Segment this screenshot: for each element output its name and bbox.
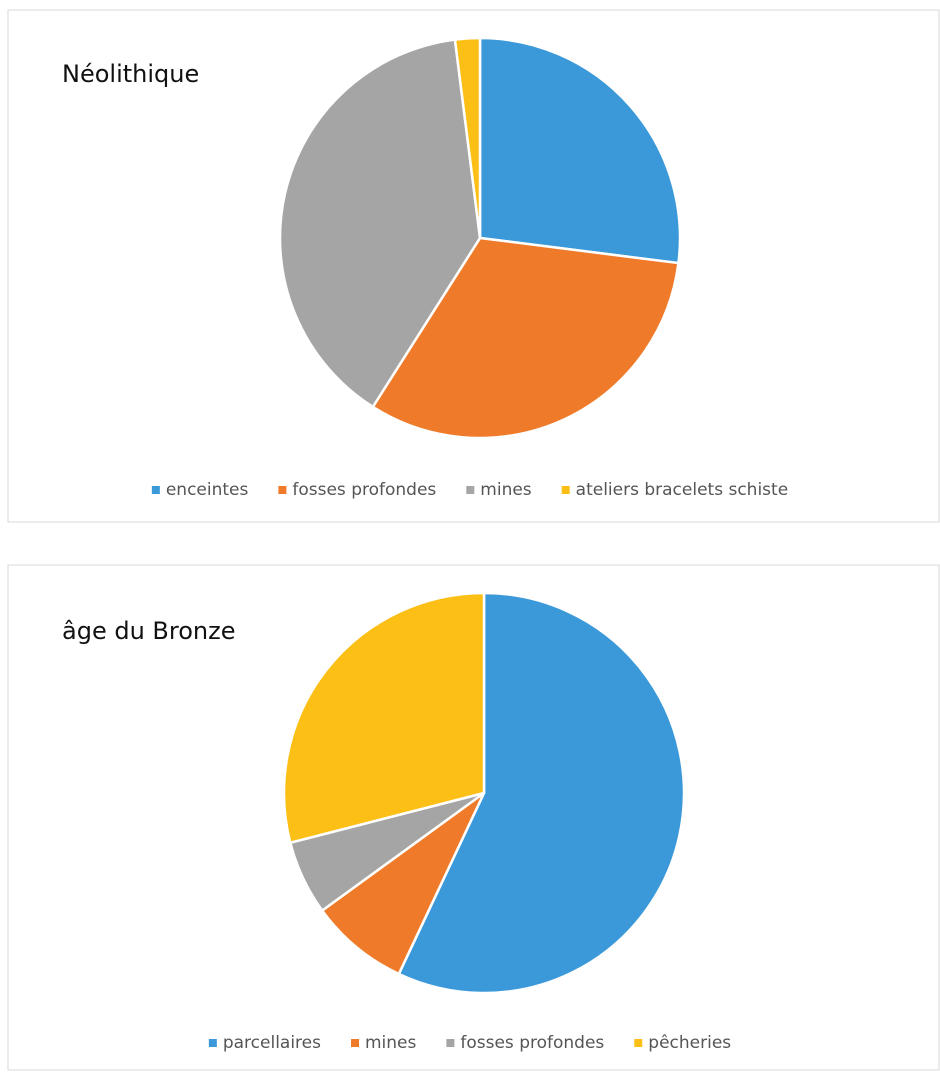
- pie-slice: [278, 38, 482, 409]
- chart-title: âge du Bronze: [62, 617, 235, 645]
- legend-label: ateliers bracelets schiste: [576, 480, 789, 500]
- legend-swatch: [446, 1039, 455, 1047]
- legend-label: pêcheries: [648, 1033, 731, 1053]
- legend-label: fosses profondes: [460, 1033, 604, 1053]
- legend-label: enceintes: [166, 480, 249, 500]
- legend-label: fosses profondes: [292, 480, 436, 500]
- legend-label: parcellaires: [223, 1033, 321, 1053]
- legend-swatch: [466, 486, 475, 494]
- pie-slice: [320, 791, 486, 976]
- legend-swatch: [634, 1039, 643, 1047]
- legend-swatch: [278, 486, 287, 494]
- legend-swatch: [208, 1039, 217, 1047]
- legend-swatch: [561, 486, 570, 494]
- legend-label: mines: [365, 1033, 417, 1053]
- legend-swatch: [351, 1039, 360, 1047]
- pie-slice: [478, 36, 682, 265]
- chart-title: Néolithique: [62, 60, 199, 88]
- legend-label: mines: [480, 480, 532, 500]
- pie-slice: [397, 591, 686, 995]
- pie-slice: [453, 36, 482, 239]
- pie-slice: [282, 591, 486, 845]
- legend-swatch: [151, 486, 160, 494]
